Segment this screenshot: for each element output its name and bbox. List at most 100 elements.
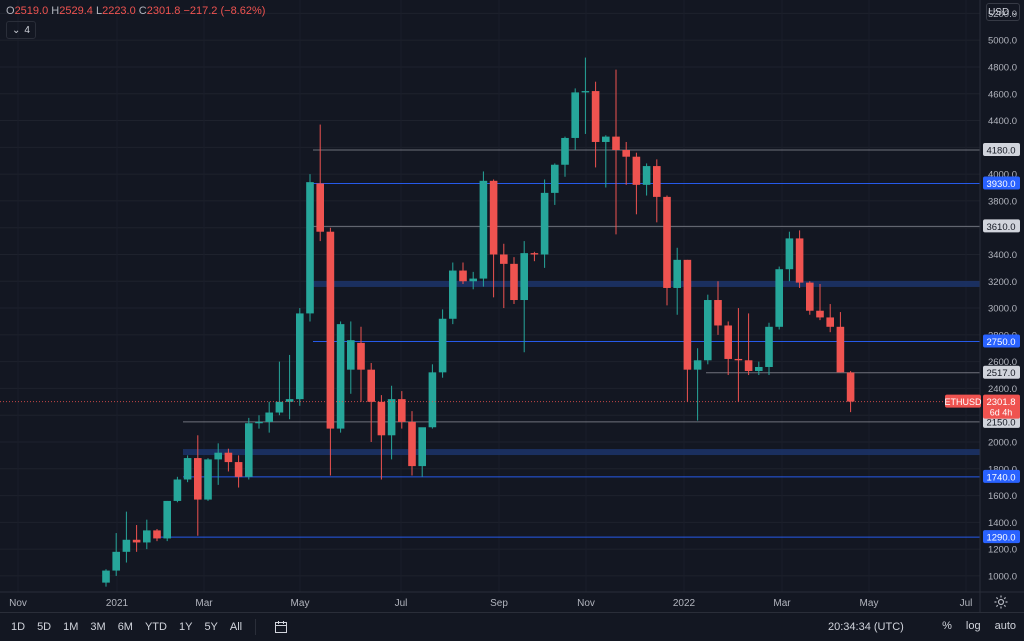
candle-down xyxy=(632,156,641,185)
x-tick-label: Jul xyxy=(960,598,973,609)
candle-up xyxy=(673,259,681,288)
level-price-tag xyxy=(983,469,1020,483)
candle-up xyxy=(102,570,110,583)
candle-down xyxy=(734,358,743,361)
candle-down xyxy=(326,231,335,429)
timeframe-all[interactable]: All xyxy=(229,621,243,633)
timeframe-1m[interactable]: 1M xyxy=(63,621,79,633)
level-price-tag xyxy=(983,219,1020,233)
candle-up xyxy=(143,530,151,543)
timeframe-5y[interactable]: 5Y xyxy=(204,621,218,633)
candle-down xyxy=(591,91,600,142)
candle-up xyxy=(163,500,171,539)
candle-up xyxy=(112,551,120,571)
zone-band xyxy=(183,449,980,456)
x-tick-label: Nov xyxy=(9,598,27,609)
candle-down xyxy=(816,310,824,318)
utc-clock[interactable]: 20:34:34 (UTC) xyxy=(828,621,904,633)
candle-down xyxy=(622,150,630,157)
candle-up xyxy=(214,452,222,460)
candle-up xyxy=(438,318,447,373)
support-resistance-lines xyxy=(157,149,980,538)
settings-gear-icon[interactable] xyxy=(993,594,1009,610)
level-price-tag xyxy=(983,334,1020,348)
low-value: 2223.0 xyxy=(102,5,136,17)
candle-up xyxy=(418,427,426,467)
high-value: 2529.4 xyxy=(59,5,93,17)
candle-down xyxy=(459,270,467,282)
timeframe-6m[interactable]: 6M xyxy=(117,621,133,633)
candle-down xyxy=(653,166,661,197)
candle-down xyxy=(377,401,386,436)
candle-up xyxy=(642,166,651,185)
level-price-text: 4180.0 xyxy=(986,146,1015,157)
auto-scale-toggle[interactable]: auto xyxy=(994,620,1016,632)
y-tick-label: 4600.0 xyxy=(988,89,1017,100)
indicators-toggle-button[interactable]: ⌄ 4 xyxy=(6,21,36,39)
price-chart[interactable]: 1000.01200.01400.01600.01800.02000.02200… xyxy=(0,0,1024,612)
timeframe-1y[interactable]: 1Y xyxy=(178,621,193,633)
currency-label: USD xyxy=(988,6,1010,18)
candle-down xyxy=(806,282,814,311)
y-tick-label: 5200.0 xyxy=(988,9,1017,20)
grid-lines xyxy=(0,12,980,577)
candle-down xyxy=(530,253,539,255)
candle-up xyxy=(265,412,273,422)
open-label: O xyxy=(6,5,15,17)
candle-down xyxy=(683,259,692,370)
price-labels: 4180.0 3930.0 3610.0 2750.0 2517.0 2150.0 1740… xyxy=(0,143,1020,544)
candle-down xyxy=(826,317,834,327)
timeframe-1d[interactable]: 1D xyxy=(11,621,26,633)
candle-down xyxy=(714,300,722,326)
timeframe-3m[interactable]: 3M xyxy=(90,621,106,633)
candle-up xyxy=(479,180,488,279)
level-price-tag xyxy=(983,365,1020,379)
symbol-label: ETHUSD xyxy=(944,397,982,407)
x-tick-label: May xyxy=(291,598,310,609)
time-axis[interactable]: Nov 2021 Mar May Jul Sep Nov 2022 Mar May Jul xyxy=(9,598,972,609)
candle-down xyxy=(510,263,518,301)
toolbar-divider xyxy=(255,619,257,635)
candle-down xyxy=(795,238,804,283)
timeframe-ytd[interactable]: YTD xyxy=(144,621,167,633)
price-axis[interactable]: 1000.01200.01400.01600.01800.02000.02200… xyxy=(988,9,1017,583)
candle-up xyxy=(704,300,712,361)
last-price-text: 2301.8 xyxy=(986,397,1015,408)
candle-up xyxy=(296,313,304,400)
candle-up xyxy=(183,458,192,480)
percent-scale-toggle[interactable]: % xyxy=(942,620,952,632)
y-tick-label: 3400.0 xyxy=(988,250,1017,261)
candle-up xyxy=(561,137,569,165)
level-price-text: 1290.0 xyxy=(986,533,1015,544)
candle-up xyxy=(387,399,396,436)
y-tick-label: 3200.0 xyxy=(988,277,1017,288)
candle-up xyxy=(255,421,263,424)
calendar-goto-icon[interactable] xyxy=(274,619,290,635)
y-tick-label: 4800.0 xyxy=(988,62,1017,73)
y-tick-label: 3800.0 xyxy=(988,196,1017,207)
currency-selector[interactable]: USD ⌄ xyxy=(986,3,1020,21)
candle-up xyxy=(602,136,610,142)
candle-down xyxy=(398,399,406,422)
candle-down xyxy=(846,372,855,402)
level-price-text: 3930.0 xyxy=(986,179,1015,190)
candle-up xyxy=(275,401,284,413)
bottom-toolbar: 1D 5D 1M 3M 6M YTD 1Y 5Y All 20:34:34 (U… xyxy=(0,612,1024,641)
x-tick-label: Mar xyxy=(195,598,213,609)
open-value: 2519.0 xyxy=(14,5,49,17)
x-tick-label: May xyxy=(860,598,879,609)
candle-down xyxy=(357,342,365,370)
candle-up xyxy=(571,92,579,138)
y-tick-label: 4400.0 xyxy=(988,116,1017,127)
symbol-tag xyxy=(945,394,981,408)
x-tick-label: Jul xyxy=(395,598,408,609)
log-scale-toggle[interactable]: log xyxy=(965,620,981,632)
candle-down xyxy=(367,369,375,402)
chevron-down-icon: ⌄ xyxy=(1011,7,1018,17)
candle-up xyxy=(306,182,314,314)
level-price-text: 1740.0 xyxy=(986,472,1015,483)
timeframe-5d[interactable]: 5D xyxy=(37,621,52,633)
y-tick-label: 1800.0 xyxy=(988,464,1017,475)
candle-up xyxy=(285,399,294,402)
candle-up xyxy=(336,324,345,429)
